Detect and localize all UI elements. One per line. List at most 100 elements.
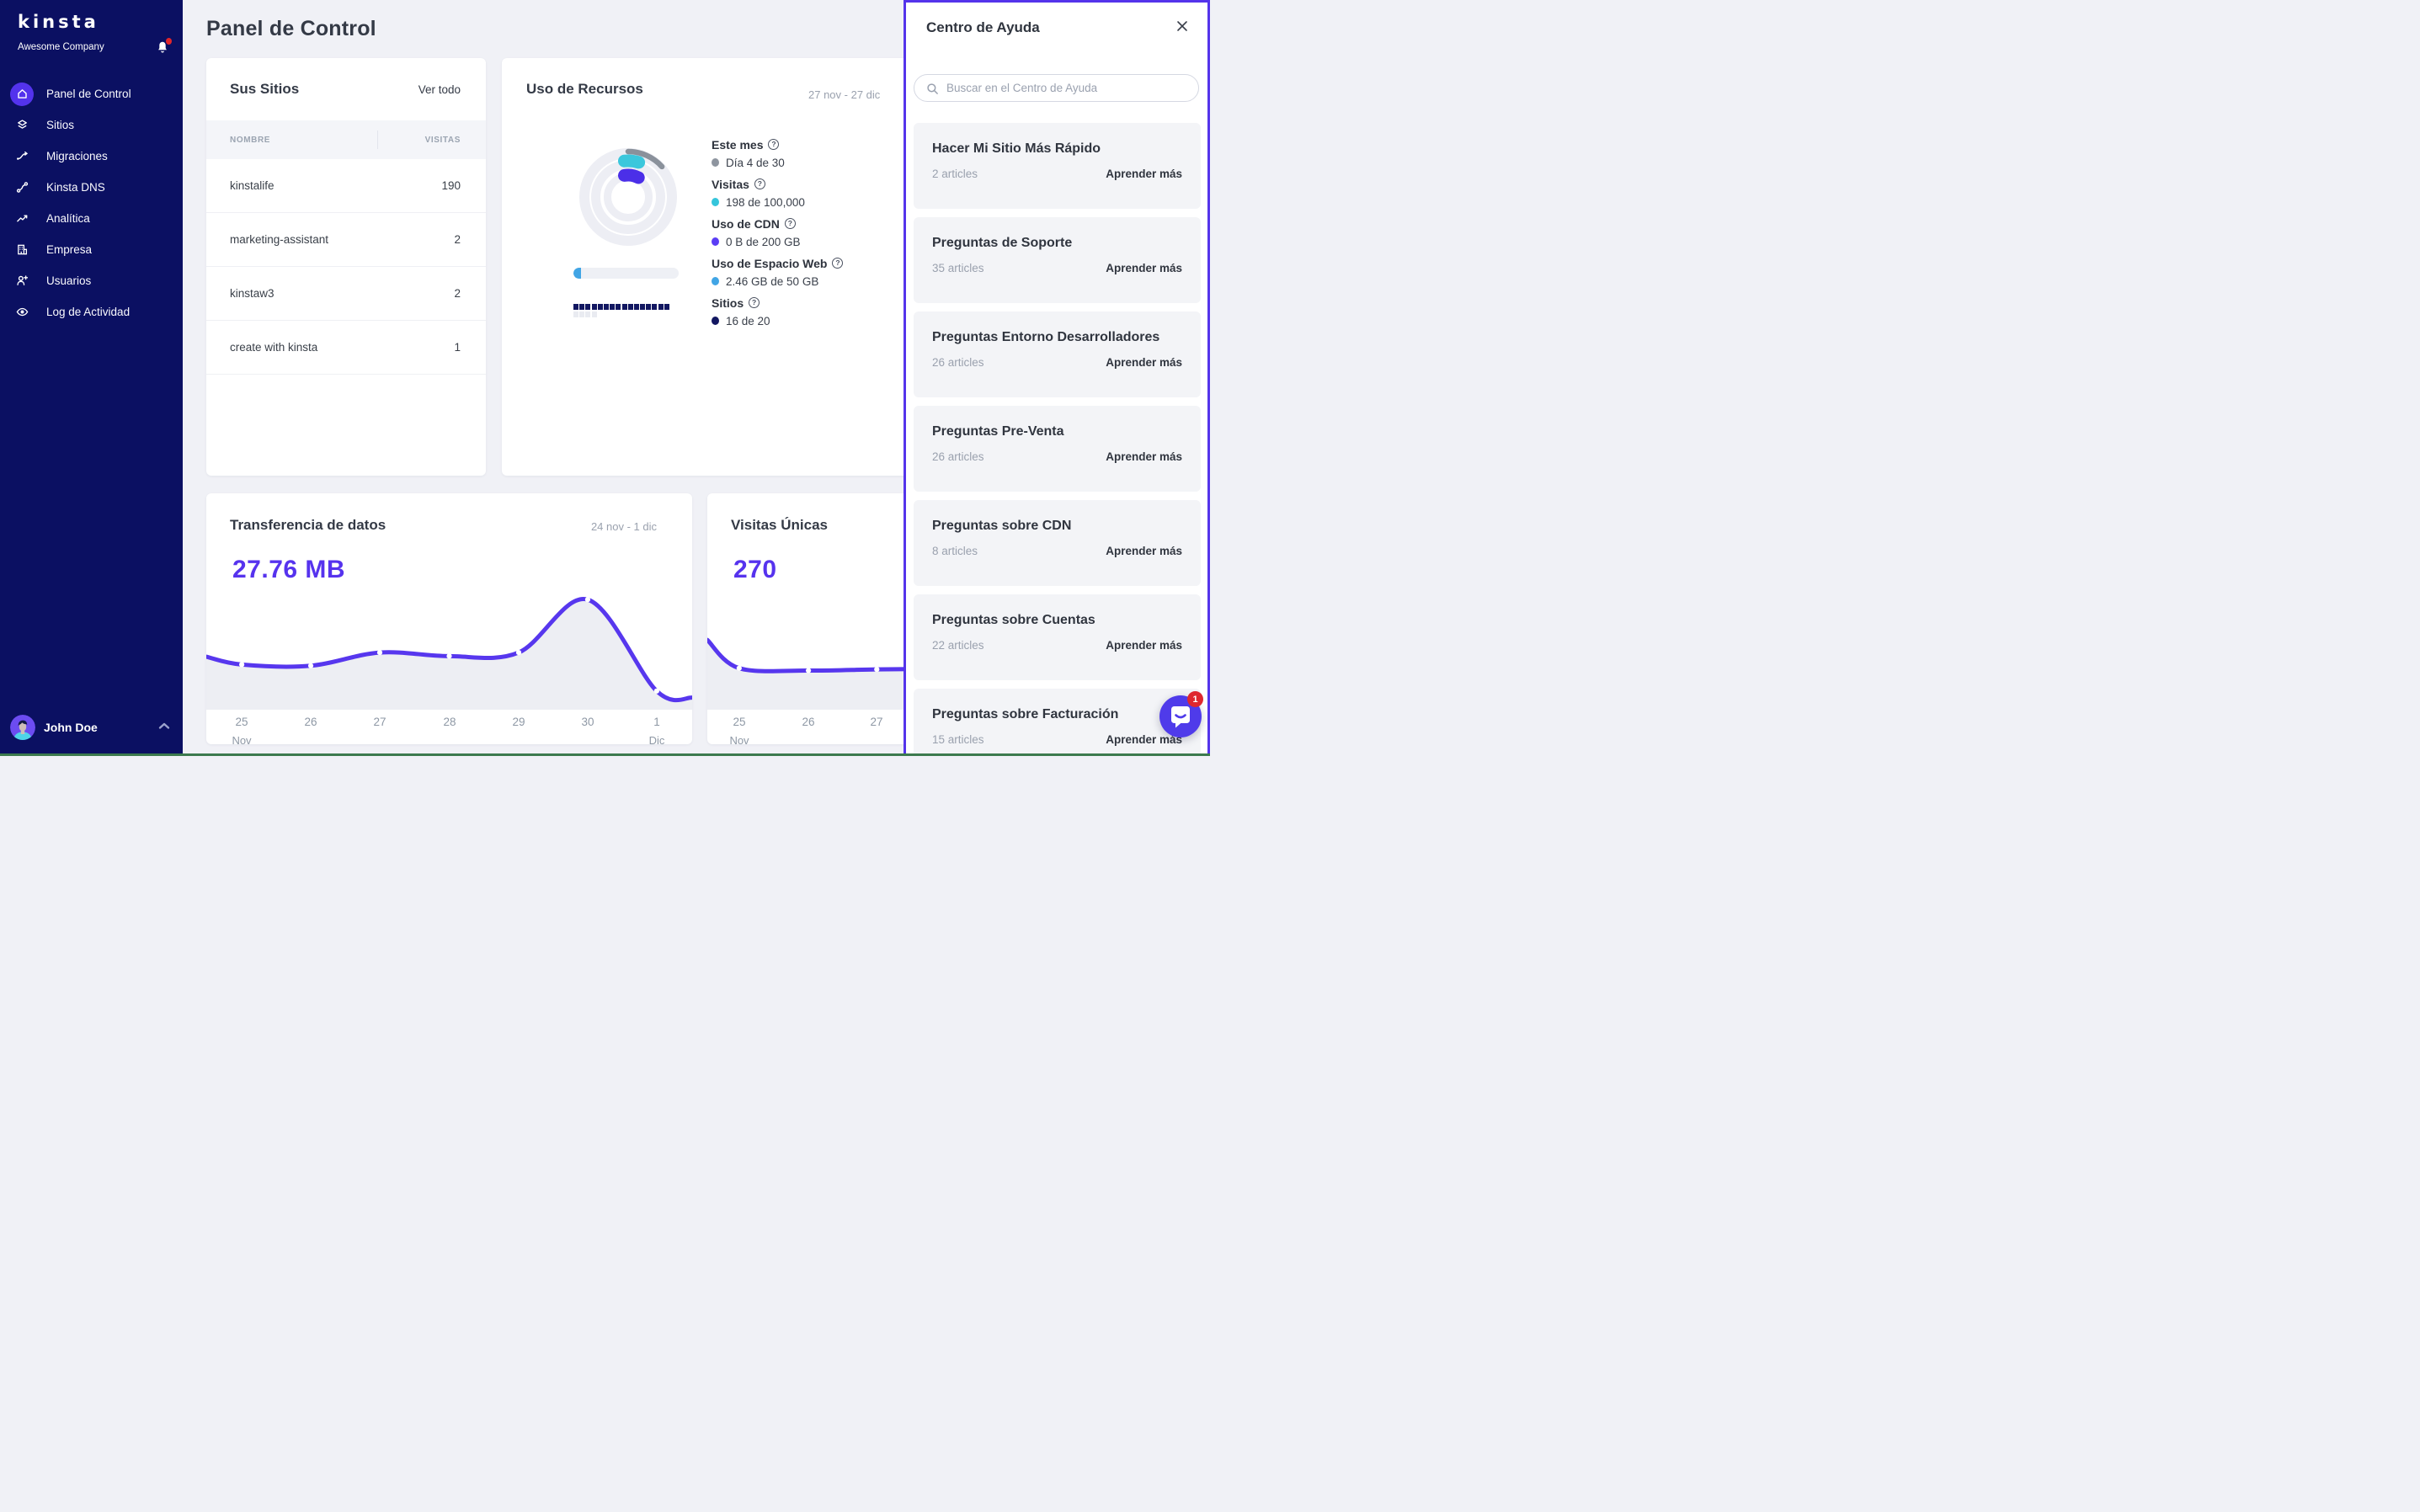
table-row[interactable]: create with kinsta 1 bbox=[206, 321, 486, 375]
table-row[interactable]: kinstalife 190 bbox=[206, 159, 486, 213]
stat-label: Uso de CDN bbox=[712, 216, 780, 231]
topic-articles: 22 articles bbox=[932, 639, 984, 652]
sidebar-item-panel-de-control[interactable]: Panel de Control bbox=[0, 78, 183, 109]
sidebar-item-analitica[interactable]: Analítica bbox=[0, 203, 183, 234]
visits-card-title: Visitas Únicas bbox=[731, 517, 828, 533]
sidebar-item-label: Usuarios bbox=[46, 274, 92, 287]
sites-card-title: Sus Sitios bbox=[230, 81, 300, 97]
site-name: marketing-assistant bbox=[230, 233, 329, 246]
learn-more-link[interactable]: Aprender más bbox=[1106, 545, 1182, 557]
topic-title: Preguntas Entorno Desarrolladores bbox=[932, 330, 1160, 344]
transfer-period: 24 nov - 1 dic bbox=[590, 520, 657, 533]
x-tick: 30 bbox=[581, 716, 594, 728]
topic-title: Hacer Mi Sitio Más Rápido bbox=[932, 141, 1101, 156]
learn-more-link[interactable]: Aprender más bbox=[1106, 356, 1182, 369]
stat-value: 0 B de 200 GB bbox=[726, 235, 801, 248]
x-tick: 26 bbox=[304, 716, 317, 728]
sidebar-nav: Panel de Control Sitios Migraciones Kins… bbox=[0, 78, 183, 327]
resources-card-title: Uso de Recursos bbox=[526, 81, 643, 97]
help-circle-icon[interactable]: ? bbox=[749, 297, 760, 308]
x-month: Nov bbox=[232, 734, 252, 744]
topic-articles: 8 articles bbox=[932, 545, 978, 557]
column-visitas: VISITAS bbox=[424, 135, 461, 145]
user-menu[interactable]: John Doe bbox=[0, 711, 183, 744]
page-title: Panel de Control bbox=[206, 17, 376, 40]
sidebar-item-empresa[interactable]: Empresa bbox=[0, 234, 183, 265]
x-tick: 1 bbox=[653, 716, 660, 728]
help-circle-icon[interactable]: ? bbox=[754, 178, 765, 189]
chat-widget-button[interactable]: 1 bbox=[1159, 691, 1203, 737]
sidebar-item-label: Sitios bbox=[46, 119, 75, 131]
transfer-card-title: Transferencia de datos bbox=[230, 517, 386, 533]
help-circle-icon[interactable]: ? bbox=[832, 258, 844, 269]
close-icon[interactable] bbox=[1174, 18, 1191, 35]
eye-icon bbox=[10, 301, 34, 324]
stat-label: Visitas bbox=[712, 177, 749, 191]
stat-visitas: Visitas? 198 de 100,000 bbox=[712, 177, 843, 209]
table-row[interactable]: kinstaw3 2 bbox=[206, 267, 486, 321]
chevron-up-icon bbox=[157, 720, 171, 735]
stat-dot bbox=[712, 317, 719, 325]
stat-value: 16 de 20 bbox=[726, 314, 770, 327]
sites-meter bbox=[573, 304, 676, 319]
stat-label: Uso de Espacio Web bbox=[712, 256, 828, 270]
view-all-link[interactable]: Ver todo bbox=[418, 83, 461, 96]
learn-more-link[interactable]: Aprender más bbox=[1106, 262, 1182, 274]
x-tick: 27 bbox=[870, 716, 883, 728]
learn-more-link[interactable]: Aprender más bbox=[1106, 733, 1182, 746]
data-transfer-card: Transferencia de datos 24 nov - 1 dic 27… bbox=[206, 493, 692, 744]
learn-more-link[interactable]: Aprender más bbox=[1106, 450, 1182, 463]
help-topic-card[interactable]: Preguntas Pre-Venta 26 articles Aprender… bbox=[914, 406, 1201, 492]
avatar bbox=[10, 715, 35, 740]
help-search-input[interactable] bbox=[946, 75, 1191, 101]
help-circle-icon[interactable]: ? bbox=[784, 218, 796, 229]
learn-more-link[interactable]: Aprender más bbox=[1106, 168, 1182, 180]
resources-donut-chart bbox=[579, 148, 677, 246]
site-name: kinstalife bbox=[230, 179, 275, 192]
site-name: create with kinsta bbox=[230, 341, 318, 354]
site-visits: 2 bbox=[454, 287, 461, 300]
kinsta-dashboard: kinsta Awesome Company Panel de Control … bbox=[0, 0, 1210, 756]
chat-icon bbox=[1171, 706, 1190, 728]
help-topic-card[interactable]: Preguntas sobre CDN 8 articles Aprender … bbox=[914, 500, 1201, 586]
x-month: Dic bbox=[648, 734, 665, 744]
x-tick: 29 bbox=[512, 716, 525, 728]
kinsta-logo: kinsta bbox=[18, 12, 99, 32]
stat-value: Día 4 de 30 bbox=[726, 156, 785, 169]
help-topic-card[interactable]: Preguntas Entorno Desarrolladores 26 art… bbox=[914, 311, 1201, 397]
donut-month-arc bbox=[625, 148, 665, 170]
sidebar-item-label: Panel de Control bbox=[46, 88, 131, 100]
help-topic-card[interactable]: Preguntas sobre Cuentas 22 articles Apre… bbox=[914, 594, 1201, 680]
layers-icon bbox=[10, 114, 34, 137]
topic-articles: 26 articles bbox=[932, 450, 984, 463]
company-name: Awesome Company bbox=[18, 42, 104, 52]
learn-more-link[interactable]: Aprender más bbox=[1106, 639, 1182, 652]
sidebar-item-kinsta-dns[interactable]: Kinsta DNS bbox=[0, 172, 183, 203]
help-topic-card[interactable]: Preguntas de Soporte 35 articles Aprende… bbox=[914, 217, 1201, 303]
stat-este-mes: Este mes? Día 4 de 30 bbox=[712, 137, 843, 169]
sidebar-item-log-de-actividad[interactable]: Log de Actividad bbox=[0, 296, 183, 327]
help-circle-icon[interactable]: ? bbox=[768, 139, 780, 150]
site-visits: 190 bbox=[441, 179, 461, 192]
sidebar-item-migraciones[interactable]: Migraciones bbox=[0, 141, 183, 172]
sidebar-item-label: Empresa bbox=[46, 243, 93, 256]
sidebar-item-sitios[interactable]: Sitios bbox=[0, 109, 183, 141]
topic-title: Preguntas sobre Facturación bbox=[932, 707, 1119, 721]
topic-title: Preguntas sobre Cuentas bbox=[932, 613, 1095, 627]
topic-articles: 35 articles bbox=[932, 262, 984, 274]
stat-label: Sitios bbox=[712, 295, 744, 310]
x-tick: 25 bbox=[235, 716, 248, 728]
stat-sitios: Sitios? 16 de 20 bbox=[712, 295, 843, 327]
sidebar-item-label: Log de Actividad bbox=[46, 306, 131, 318]
transfer-area-chart bbox=[206, 597, 692, 710]
help-topic-card[interactable]: Hacer Mi Sitio Más Rápido 2 articles Apr… bbox=[914, 123, 1201, 209]
x-tick: 28 bbox=[443, 716, 456, 728]
notifications-bell-icon[interactable] bbox=[156, 38, 172, 54]
site-visits: 2 bbox=[454, 233, 461, 246]
table-row[interactable]: marketing-assistant 2 bbox=[206, 213, 486, 267]
user-name: John Doe bbox=[44, 721, 98, 734]
site-visits: 1 bbox=[454, 341, 461, 354]
chat-unread-badge: 1 bbox=[1187, 691, 1203, 707]
help-topic-card[interactable]: Preguntas sobre Facturación 15 articles … bbox=[914, 689, 1201, 753]
sidebar-item-usuarios[interactable]: Usuarios bbox=[0, 265, 183, 296]
